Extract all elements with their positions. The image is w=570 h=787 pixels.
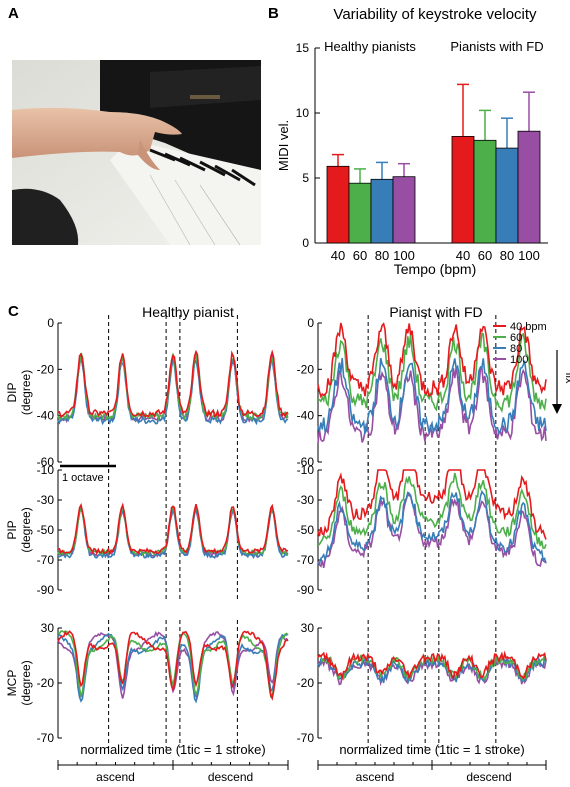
- trace-line: [317, 332, 547, 414]
- trace-line: [57, 352, 289, 422]
- trace-y-tick-label: -60: [37, 455, 55, 469]
- trace-y-tick-label: -20: [37, 676, 55, 690]
- trace-row-unit: (degree): [19, 507, 33, 552]
- bar: [451, 135, 475, 244]
- piano-hand-photo: [12, 60, 261, 246]
- trace-line: [317, 357, 547, 436]
- bar-category-label: 100: [393, 248, 415, 263]
- trace-line: [57, 630, 289, 701]
- trace-line: [57, 349, 289, 419]
- trace-y-tick-label: 30: [41, 621, 55, 635]
- trace-y-tick-label: -90: [37, 583, 55, 597]
- panel-letter-a: A: [8, 5, 19, 22]
- trace-y-tick-label: 30: [301, 621, 315, 635]
- trace-y-tick-label: -20: [37, 362, 55, 376]
- panel-letter-b: B: [268, 5, 279, 22]
- group-label-healthy: Healthy pianists: [324, 39, 416, 54]
- trace-line: [57, 502, 289, 556]
- bar-category-label: 40: [331, 248, 345, 263]
- octave-scale-label: 1 octave: [62, 472, 104, 484]
- bar-category-label: 100: [518, 248, 540, 263]
- bar: [392, 176, 416, 244]
- trace-y-tick-label: -90: [297, 583, 315, 597]
- trace-y-tick-label: -10: [297, 463, 315, 477]
- bar-x-label: Tempo (bpm): [394, 261, 476, 277]
- bar: [370, 178, 394, 244]
- column-title-fd: Pianist with FD: [389, 304, 482, 320]
- bar-y-label: MIDI vel.: [276, 120, 291, 171]
- phase-label-descend: descend: [466, 770, 511, 784]
- trace-y-tick-label: -70: [297, 731, 315, 745]
- bar-y-tick-label: 0: [302, 236, 309, 250]
- trace-y-tick-label: -50: [37, 523, 55, 537]
- bar-y-tick-label: 5: [302, 171, 309, 185]
- trace-row-unit: (degree): [19, 660, 33, 705]
- trace-y-tick-label: -60: [297, 455, 315, 469]
- phase-label-descend: descend: [208, 770, 253, 784]
- phase-label-ascend: ascend: [356, 770, 395, 784]
- bar-category-label: 60: [353, 248, 367, 263]
- bar: [517, 130, 541, 244]
- trace-x-label: normalized time (1tic = 1 stroke): [80, 742, 265, 757]
- trace-y-tick-label: -10: [37, 463, 55, 477]
- trace-y-tick-label: -70: [297, 553, 315, 567]
- legend-entry: 40 bpm: [510, 321, 547, 333]
- trace-y-tick-label: 0: [307, 316, 314, 330]
- trace-x-label: normalized time (1tic = 1 stroke): [339, 742, 524, 757]
- legend-entry: 60: [510, 332, 522, 344]
- trace-line: [317, 652, 547, 683]
- trace-y-tick-label: -50: [297, 523, 315, 537]
- trace-line: [318, 472, 547, 549]
- bar: [495, 147, 519, 244]
- trace-row-unit: (degree): [19, 370, 33, 415]
- bar: [348, 182, 372, 244]
- flexion-arrow-head: [552, 404, 562, 414]
- trace-row-label: MCP: [5, 670, 19, 697]
- trace-y-tick-label: -30: [37, 493, 55, 507]
- phase-label-ascend: ascend: [96, 770, 135, 784]
- trace-line: [318, 489, 547, 565]
- panel-letter-c: C: [8, 303, 19, 320]
- trace-line: [317, 650, 547, 681]
- trace-y-tick-label: -70: [37, 553, 55, 567]
- trace-line: [57, 506, 289, 559]
- trace-line: [317, 469, 547, 540]
- legend-entry: 100: [510, 354, 528, 366]
- trace-y-tick-label: -20: [297, 676, 315, 690]
- bar-category-label: 80: [375, 248, 389, 263]
- bar: [326, 165, 350, 244]
- trace-row-label: DIP: [5, 382, 19, 402]
- trace-y-tick-label: -20: [297, 362, 315, 376]
- trace-line: [57, 630, 289, 699]
- legend-entry: 80: [510, 343, 522, 355]
- trace-y-tick-label: -40: [37, 409, 55, 423]
- column-title-healthy: Healthy pianist: [142, 304, 234, 320]
- bar-chart: Variability of keystroke velocity Healthy…: [276, 6, 548, 277]
- trace-line: [57, 355, 289, 424]
- trace-y-tick-label: -30: [297, 493, 315, 507]
- kinematics-chart: Healthy pianist Pianist with FD -60 -40 -20 0…: [5, 304, 570, 784]
- bar: [473, 139, 497, 244]
- group-label-fd: Pianists with FD: [450, 39, 543, 54]
- trace-line: [317, 322, 547, 399]
- bar-category-label: 40: [456, 248, 470, 263]
- bar-y-tick-label: 10: [296, 106, 310, 120]
- bar-chart-title: Variability of keystroke velocity: [333, 6, 537, 23]
- trace-line: [317, 367, 547, 444]
- bar-category-label: 60: [478, 248, 492, 263]
- trace-y-tick-label: -40: [297, 409, 315, 423]
- flexion-label: flx: [563, 373, 570, 385]
- bar-category-label: 80: [500, 248, 514, 263]
- trace-y-tick-label: 0: [47, 316, 54, 330]
- trace-y-tick-label: -70: [37, 731, 55, 745]
- trace-row-label: PIP: [5, 520, 19, 539]
- bar-y-tick-label: 15: [296, 41, 310, 55]
